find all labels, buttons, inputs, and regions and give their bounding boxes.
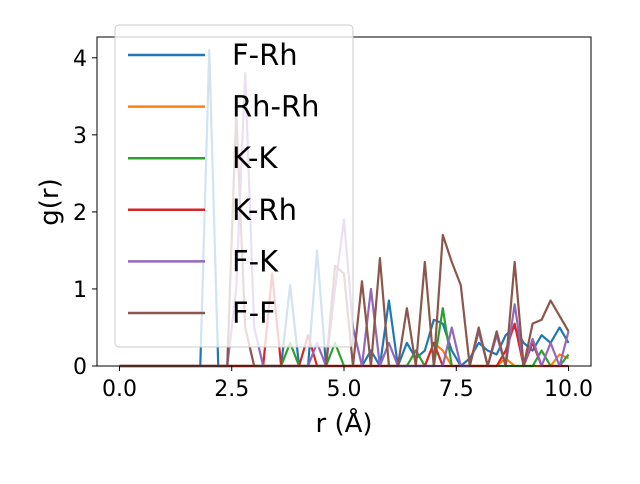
x-tick-label: 5.0	[327, 377, 362, 402]
x-axis-label: r (Å)	[315, 407, 372, 439]
y-tick-label: 3	[73, 124, 87, 149]
y-tick-label: 4	[73, 47, 87, 72]
legend-label: K-Rh	[232, 193, 297, 227]
y-tick-label: 0	[73, 355, 87, 380]
x-tick-label: 0.0	[102, 377, 137, 402]
legend-label: F-K	[232, 244, 279, 278]
x-tick-label: 7.5	[439, 377, 474, 402]
y-axis-label: g(r)	[35, 178, 65, 225]
x-tick-label: 10.0	[544, 377, 593, 402]
legend-label: Rh-Rh	[232, 90, 320, 124]
legend-label: K-K	[232, 141, 278, 175]
x-tick-label: 2.5	[214, 377, 249, 402]
y-tick-label: 1	[73, 278, 87, 303]
y-tick-label: 2	[73, 201, 87, 226]
legend-label: F-Rh	[232, 38, 298, 72]
legend-label: F-F	[232, 296, 276, 330]
